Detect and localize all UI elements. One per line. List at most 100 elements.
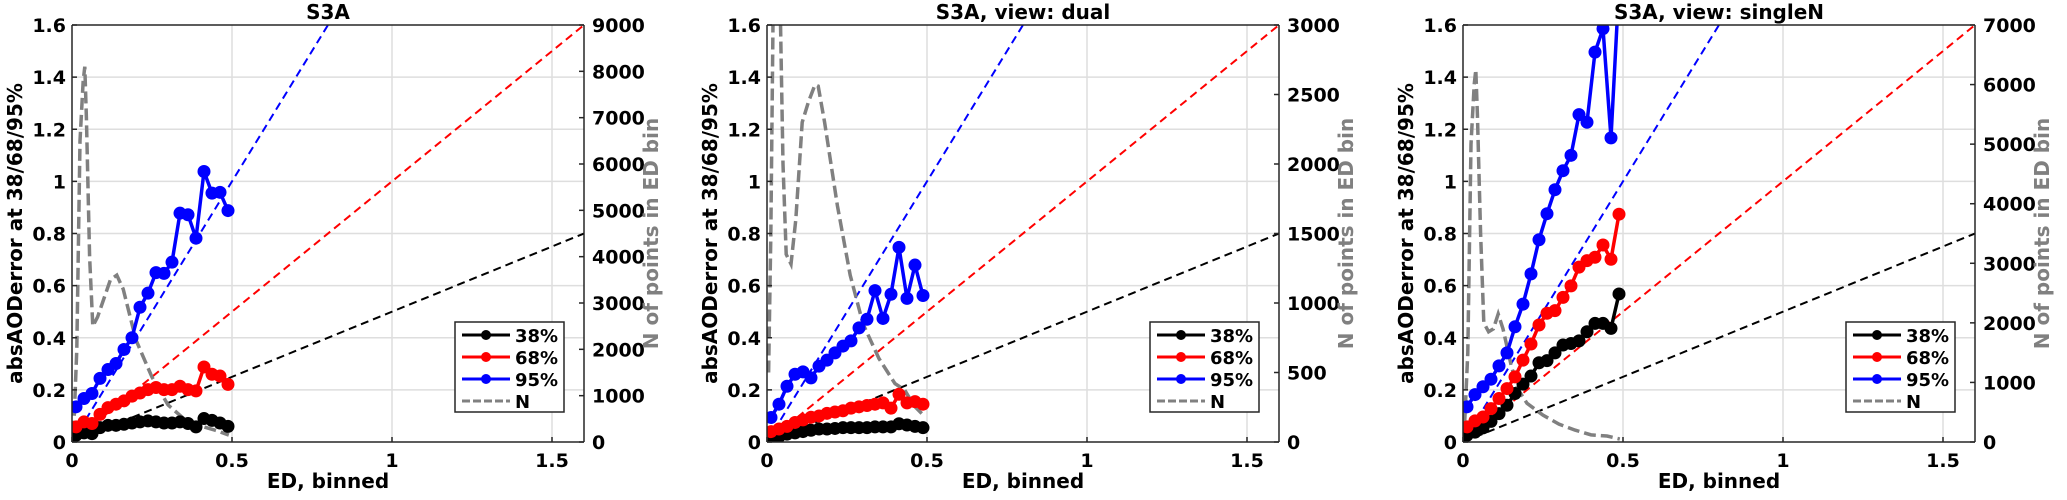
y-tick-label: 1.2 xyxy=(727,119,761,141)
data-point-95pct xyxy=(141,286,155,300)
x-tick-label: 1.5 xyxy=(1926,450,1960,472)
data-point-95pct xyxy=(1604,131,1618,145)
x-axis-label: ED, binned xyxy=(1658,469,1780,493)
legend-swatch-marker xyxy=(1176,374,1186,384)
plot-content xyxy=(72,25,584,442)
y2-tick-label: 4000 xyxy=(1983,194,2036,216)
data-point-68pct xyxy=(1556,290,1570,304)
reference-line-slope-1 xyxy=(767,25,1279,442)
data-point-95pct xyxy=(1596,25,1610,36)
x-tick-label: 0.5 xyxy=(215,450,249,472)
y-axis-label: absAODerror at 38/68/95% xyxy=(3,83,27,384)
data-point-95pct xyxy=(900,291,914,305)
reference-line-slope-2 xyxy=(72,25,330,442)
y2-tick-label: 0 xyxy=(1983,432,1996,454)
data-point-38pct xyxy=(1612,287,1626,301)
y2-tick-label: 2000 xyxy=(1287,154,1340,176)
data-point-95pct xyxy=(1516,297,1530,311)
data-point-95pct xyxy=(1556,164,1570,178)
y-tick-label: 0.4 xyxy=(32,328,66,350)
y-tick-label: 0.8 xyxy=(32,224,66,246)
data-point-95pct xyxy=(221,204,235,218)
y2-tick-label: 3000 xyxy=(1287,15,1340,37)
x-tick-label: 0 xyxy=(65,450,78,472)
y2-tick-label: 1500 xyxy=(1287,224,1340,246)
data-point-38pct xyxy=(1524,369,1538,383)
legend-label: 38% xyxy=(1210,326,1253,347)
data-point-95pct xyxy=(1532,233,1546,247)
data-point-68pct xyxy=(1548,304,1562,318)
legend-swatch-marker xyxy=(1176,330,1186,340)
y-tick-label: 1.6 xyxy=(32,15,66,37)
data-point-95pct xyxy=(1463,400,1474,414)
legend-swatch-marker xyxy=(481,352,491,362)
data-point-68pct xyxy=(213,369,227,383)
y-tick-label: 0.8 xyxy=(727,224,761,246)
y-tick-label: 0.4 xyxy=(1423,328,1457,350)
x-axis-label: ED, binned xyxy=(962,469,1084,493)
y2-tick-label: 7000 xyxy=(592,108,645,130)
data-point-68pct xyxy=(1596,238,1610,252)
y-tick-label: 0.4 xyxy=(727,328,761,350)
reference-line-slope-1 xyxy=(72,25,584,442)
data-point-95pct xyxy=(1540,207,1554,221)
y-tick-label: 0.6 xyxy=(32,276,66,298)
x-tick-label: 1.5 xyxy=(1230,450,1264,472)
y2-tick-label: 1000 xyxy=(1983,372,2036,394)
data-point-95pct xyxy=(1500,346,1514,360)
chart-title: S3A, view: dual xyxy=(936,0,1111,24)
legend-label: 68% xyxy=(1906,348,1949,369)
data-point-68pct xyxy=(85,416,99,430)
data-point-38pct xyxy=(189,420,203,434)
reference-line-slope-0_5 xyxy=(1463,232,1975,442)
y-tick-label: 1.4 xyxy=(1423,67,1457,89)
x-axis-label: ED, binned xyxy=(267,469,389,493)
data-point-95pct xyxy=(197,164,211,178)
data-point-38pct xyxy=(1604,321,1618,335)
x-tick-label: 0.5 xyxy=(1606,450,1640,472)
y-tick-label: 0 xyxy=(748,432,761,454)
data-point-68pct xyxy=(189,384,203,398)
legend-label: 38% xyxy=(515,326,558,347)
data-point-95pct xyxy=(125,331,139,345)
reference-line-slope-2 xyxy=(1463,25,1721,442)
legend-box xyxy=(1149,321,1260,413)
data-point-68pct xyxy=(1612,207,1626,221)
data-point-95pct xyxy=(852,321,866,335)
series-line-N xyxy=(767,25,926,417)
data-point-68pct xyxy=(221,377,235,391)
data-point-38pct xyxy=(916,421,930,435)
panel-1: 0 0.5 1 1.5 0 0.2 0.4 0.6 0.8 1 1.2 1.4 1.6 0 1000 2000… xyxy=(3,0,663,493)
data-point-95pct xyxy=(213,185,227,199)
x-tick-label: 1 xyxy=(1776,450,1789,472)
legend-label: 95% xyxy=(515,370,558,391)
y-tick-label: 0.8 xyxy=(1423,224,1457,246)
y-tick-label: 1.4 xyxy=(727,67,761,89)
x-tick-label: 0 xyxy=(1456,450,1469,472)
y-tick-label: 0.6 xyxy=(727,276,761,298)
data-point-95pct xyxy=(1548,183,1562,197)
data-point-95pct xyxy=(1524,267,1538,281)
panel-2: 0 0.5 1 1.5 0 0.2 0.4 0.6 0.8 1 1.2 1.4 1.6 0 500 1000 1… xyxy=(698,0,1358,493)
y2-tick-label: 1000 xyxy=(1287,293,1340,315)
data-point-68pct xyxy=(1532,318,1546,332)
y-tick-label: 1.2 xyxy=(32,119,66,141)
y-tick-label: 0.2 xyxy=(1423,380,1457,402)
data-point-68pct xyxy=(1476,410,1490,424)
data-point-68pct xyxy=(1508,370,1522,384)
y-tick-label: 0 xyxy=(53,432,66,454)
legend-box xyxy=(454,321,565,413)
y2-tick-label: 0 xyxy=(1287,432,1300,454)
y-tick-label: 0.2 xyxy=(727,380,761,402)
y-tick-label: 1 xyxy=(748,171,761,193)
data-point-95pct xyxy=(181,208,195,222)
y2-tick-label: 9000 xyxy=(592,15,645,37)
x-tick-label: 1.5 xyxy=(535,450,569,472)
legend-swatch-marker xyxy=(1872,374,1882,384)
legend-label: 68% xyxy=(515,348,558,369)
data-point-68pct xyxy=(1588,250,1602,264)
legend-box xyxy=(1845,321,1956,413)
y2-tick-label: 3000 xyxy=(1983,253,2036,275)
data-point-95pct xyxy=(1484,372,1498,386)
